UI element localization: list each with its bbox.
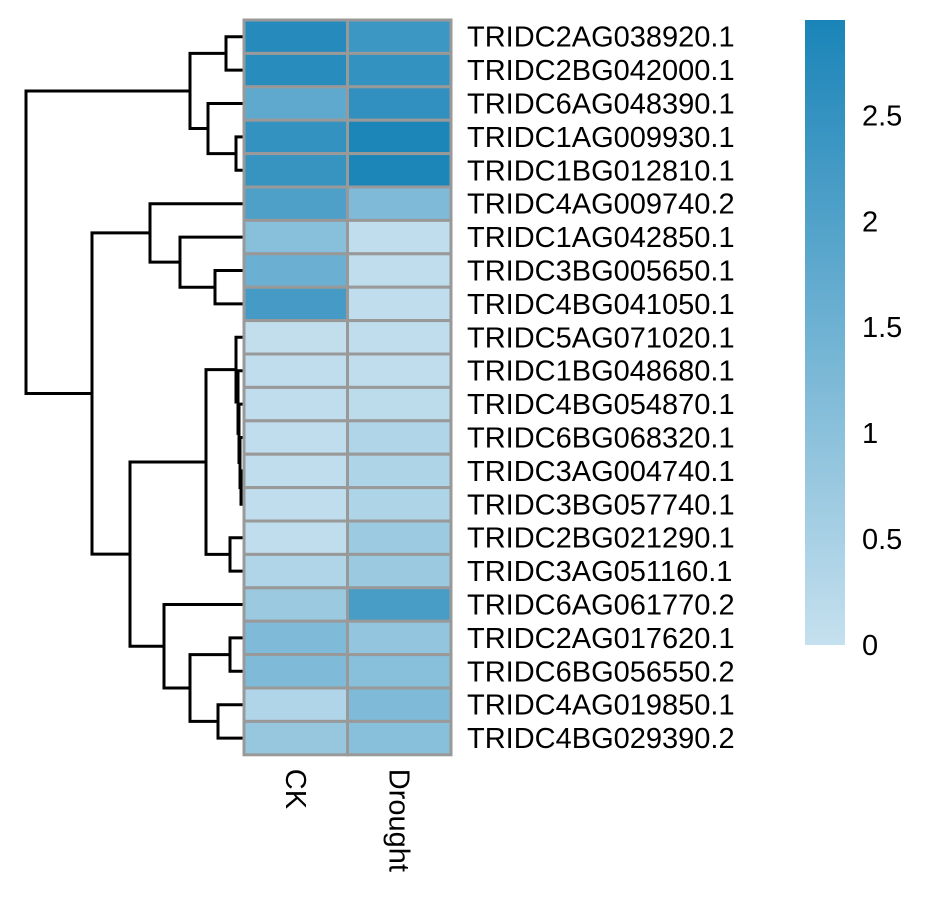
heatmap-cell: [346, 152, 453, 189]
dendrogram-branch: [213, 269, 244, 306]
color-legend-tick-label: 1.5: [862, 312, 902, 344]
heatmap-cell: [346, 18, 453, 55]
color-legend-tick-label: 0: [862, 630, 878, 662]
row-labels: TRIDC2AG038920.1TRIDC2BG042000.1TRIDC6AG…: [467, 22, 735, 755]
heatmap-cell: [242, 185, 349, 222]
dendrogram-branch: [162, 603, 244, 690]
row-label: TRIDC1BG012810.1: [467, 155, 735, 187]
row-label: TRIDC3AG004740.1: [467, 456, 735, 488]
heatmap-cell: [242, 452, 349, 490]
row-label: TRIDC4AG009740.2: [467, 189, 735, 221]
heatmap-cell: [346, 653, 453, 690]
color-legend-bar: [805, 20, 845, 645]
heatmap-cell: [242, 218, 349, 256]
dendrogram-branch: [128, 460, 206, 648]
heatmap-cell: [346, 218, 453, 256]
row-label: TRIDC6BG068320.1: [467, 423, 735, 455]
dendrogram-branch: [216, 703, 244, 740]
color-legend-tick-label: 2.5: [862, 100, 902, 132]
row-label: TRIDC2BG021290.1: [467, 523, 735, 555]
heatmap-cell: [346, 452, 453, 490]
heatmap-cell: [242, 619, 349, 657]
dendrogram-branch: [224, 35, 244, 72]
heatmap-cell: [346, 285, 453, 323]
heatmap-cell: [242, 51, 349, 89]
heatmap-cell: [346, 352, 453, 389]
column-labels: CK Drought: [279, 769, 415, 872]
heatmap-cell: [346, 619, 453, 657]
heatmap-cell: [242, 385, 349, 423]
color-legend-ticks: 0 0.5 1 1.5 2 2.5: [862, 100, 902, 662]
row-label: TRIDC1AG009930.1: [467, 122, 735, 154]
heatmap-cell: [242, 486, 349, 523]
row-label: TRIDC4AG019850.1: [467, 690, 735, 722]
dendrogram-branch: [90, 231, 150, 556]
heatmap-cell: [242, 352, 349, 389]
heatmap-cell: [346, 519, 453, 556]
heatmap-cell: [242, 519, 349, 556]
heatmap-cell: [242, 85, 349, 122]
heatmap-cell: [346, 419, 453, 456]
heatmap-cell: [242, 18, 349, 55]
heatmap-cell: [242, 653, 349, 690]
row-label: TRIDC3BG005650.1: [467, 256, 735, 288]
dendrogram-branch: [188, 653, 230, 723]
row-label: TRIDC4BG054870.1: [467, 389, 735, 421]
row-label: TRIDC6AG048390.1: [467, 89, 735, 121]
heatmap-cell: [346, 185, 453, 222]
row-label: TRIDC4BG029390.2: [467, 723, 735, 755]
heatmap-cell: [346, 319, 453, 356]
row-label: TRIDC1AG042850.1: [467, 222, 735, 254]
heatmap-cell: [242, 285, 349, 323]
row-label: TRIDC3BG057740.1: [467, 489, 735, 521]
color-legend: 0 0.5 1 1.5 2 2.5: [805, 20, 902, 662]
heatmap-cell: [242, 419, 349, 456]
heatmap-cell: [346, 586, 453, 623]
color-legend-tick-label: 0.5: [862, 524, 902, 556]
heatmap-cell: [346, 486, 453, 523]
color-legend-tick-label: 1: [862, 418, 878, 450]
heatmap-cell: [346, 118, 453, 156]
heatmap-cell: [346, 552, 453, 590]
heatmap-cell: [242, 319, 349, 356]
row-label: TRIDC2AG038920.1: [467, 22, 735, 54]
row-label: TRIDC2AG017620.1: [467, 623, 735, 655]
dendrogram-branch: [228, 536, 244, 573]
heatmap-cell: [242, 552, 349, 590]
heatmap-cell: [242, 252, 349, 289]
dendrogram-branch: [228, 636, 244, 673]
column-label: Drought: [382, 769, 414, 872]
heatmap-cell: [346, 85, 453, 122]
heatmap-cells: [242, 18, 453, 757]
dendrogram-branch: [204, 368, 236, 556]
heatmap-cell: [242, 719, 349, 757]
row-label: TRIDC6BG056550.2: [467, 656, 735, 688]
row-label: TRIDC2BG042000.1: [467, 55, 735, 87]
heatmap-cell: [346, 252, 453, 289]
row-label: TRIDC3AG051160.1: [467, 556, 732, 588]
heatmap-cell: [242, 586, 349, 623]
row-label: TRIDC5AG071020.1: [467, 322, 735, 354]
heatmap-cell: [242, 118, 349, 156]
row-label: TRIDC6AG061770.2: [467, 590, 735, 622]
row-label: TRIDC4BG041050.1: [467, 289, 735, 321]
dendrogram-branch: [206, 102, 244, 156]
dendrogram-branch: [178, 235, 244, 289]
row-label: TRIDC1BG048680.1: [467, 356, 735, 388]
heatmap-cell: [346, 686, 453, 723]
dendrogram-branch: [24, 89, 190, 396]
row-dendrogram: [24, 35, 244, 740]
heatmap-cell: [346, 385, 453, 423]
heatmap-cell: [346, 719, 453, 757]
heatmap-cell: [242, 686, 349, 723]
color-legend-tick-label: 2: [862, 206, 878, 238]
dendrogram-branch: [148, 202, 244, 264]
heatmap-cell: [346, 51, 453, 89]
heatmap-cell: [242, 152, 349, 189]
column-label: CK: [279, 769, 311, 810]
